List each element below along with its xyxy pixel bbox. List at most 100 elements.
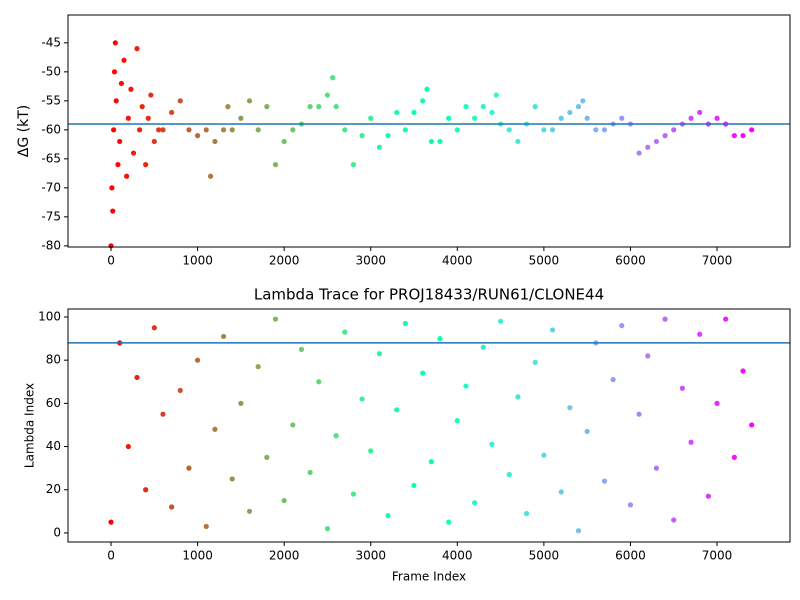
point [160,127,166,133]
point [584,428,590,435]
point [731,454,737,460]
y-tick-label: -65 [41,151,61,165]
point [281,497,287,504]
point [541,127,547,133]
x-tick-label: 6000 [615,254,646,268]
x-tick-label: 7000 [702,549,733,563]
point [385,513,391,519]
point [679,385,685,391]
point [139,104,145,110]
point [112,40,118,46]
point [653,465,660,471]
point [324,92,331,98]
point [671,127,677,133]
point [532,359,538,365]
point [567,405,573,411]
point [110,208,116,214]
y-tick-label: -70 [41,180,61,194]
point [307,104,313,110]
point [558,115,564,121]
point [134,46,140,52]
point [125,115,131,121]
x-tick-label: 0 [107,254,115,268]
y-tick-label: -80 [41,238,61,252]
point [662,316,668,322]
point [454,127,460,133]
point [446,115,452,121]
point [143,487,149,493]
point [207,173,214,179]
point [515,394,521,400]
y-tick-label: -55 [41,93,61,107]
point [203,523,209,530]
point [177,387,183,394]
axes-frame [67,14,791,248]
point [121,57,127,63]
axes-frame [67,308,791,543]
point [316,379,322,385]
point [749,127,755,133]
point [653,138,660,145]
point [290,422,296,428]
point [134,374,140,381]
point [264,104,270,110]
point [255,364,261,370]
chart-title: Lambda Trace for PROJ18433/RUN61/CLONE44 [254,286,604,304]
point [160,411,166,417]
point [688,439,694,445]
point [532,104,538,110]
point [376,144,382,150]
point [411,482,417,489]
point [575,104,582,110]
point [281,138,287,145]
y-tick-label: -75 [41,209,61,223]
y-tick-label: 100 [38,309,61,323]
x-tick-label: 1000 [182,549,213,563]
point [424,86,430,92]
point [333,104,339,110]
y-tick-label: 0 [53,525,61,539]
x-tick-label: 2000 [269,254,300,268]
point [220,127,227,133]
point [113,98,119,104]
point [645,353,651,359]
point [359,396,365,402]
point [558,489,564,495]
point [350,162,357,168]
point [671,517,677,523]
point [697,109,703,116]
point [186,465,192,471]
x-tick-label: 5000 [529,254,560,268]
point [246,508,253,514]
point [368,115,374,121]
point [402,127,408,133]
point [394,407,400,413]
point [125,443,131,450]
point [359,133,365,139]
point [194,357,201,363]
y-tick-label: 40 [46,439,61,453]
point [385,133,391,139]
point [575,528,582,534]
point [109,185,115,191]
point [506,472,512,478]
x-tick-label: 4000 [442,254,473,268]
point [723,316,729,322]
point [115,162,121,168]
point [463,104,469,110]
point [515,138,521,145]
point [593,127,599,133]
point [307,469,313,476]
point [472,500,478,506]
point [489,109,495,116]
point [272,162,279,168]
point [714,115,720,121]
x-tick-label: 1000 [182,254,213,268]
point [264,454,270,460]
point [411,109,417,116]
point [350,491,357,497]
point [118,80,125,87]
point [177,98,183,104]
point [402,320,408,327]
